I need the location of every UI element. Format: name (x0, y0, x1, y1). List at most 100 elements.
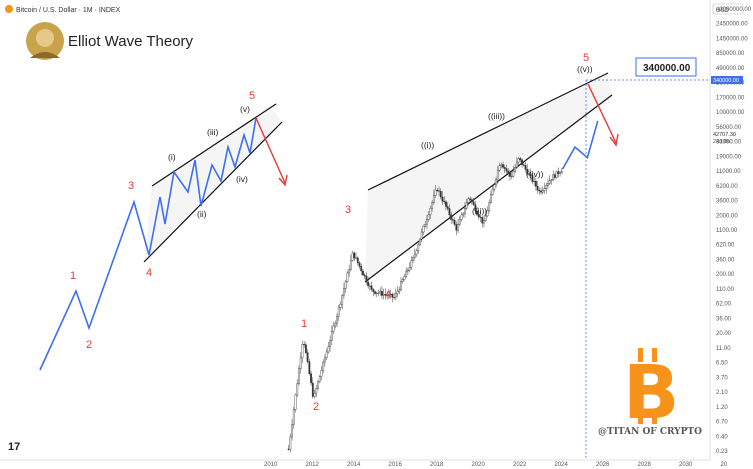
y-tick-label: 20.00 (716, 331, 732, 337)
x-tick-label: 2024 (555, 462, 569, 468)
y-tick-label: 42000000.00 (716, 7, 752, 13)
candle-body (465, 202, 468, 209)
candle-body (424, 223, 427, 227)
candle-body (458, 219, 461, 225)
symbol-line: Bitcoin / U.S. Dollar · 1M · INDEX (16, 7, 121, 14)
candle-body (334, 323, 337, 327)
y-tick-label: 100000.00 (716, 110, 745, 116)
candle-body (403, 276, 406, 280)
candle-body (303, 344, 306, 346)
candle-body (415, 250, 418, 255)
candle-body (486, 210, 489, 217)
main-wave-1-label: 1 (301, 318, 307, 330)
candle-body (533, 181, 536, 183)
y-tick-label: 1450000.00 (716, 36, 748, 42)
schematic-wave-1-label: 1 (70, 270, 76, 282)
candle-body (429, 207, 432, 216)
x-tick-label: 2016 (389, 462, 403, 468)
candle-body (299, 357, 302, 369)
candle-body (396, 291, 399, 294)
candle-body (528, 173, 530, 175)
y-tick-label: 11.00 (716, 346, 731, 352)
candle-body (391, 293, 394, 298)
y-tick-label: 6200.00 (716, 184, 738, 190)
candle-body (310, 373, 312, 384)
candle-body (455, 224, 458, 231)
currency-selector[interactable] (712, 3, 744, 15)
candle-body (502, 164, 504, 168)
time-axis: 2010 2012 2014 2016 2018 2020 2022 2024 2026 2028… (0, 459, 728, 468)
chart-title: Elliot Wave Theory (68, 33, 194, 50)
candle-body (431, 202, 434, 209)
candle-body (367, 281, 370, 287)
main-sub-ii-label: ((ii)) (472, 206, 487, 216)
candle-body (479, 216, 482, 218)
svg-text:B: B (623, 350, 679, 436)
candle-body (517, 158, 520, 163)
y-tick-label: 110.00 (716, 287, 735, 293)
candle-body (507, 170, 510, 173)
y-tick-label: 3600.00 (716, 199, 738, 205)
x-tick-label: 2010 (264, 462, 278, 468)
schematic-sub-iii-label: (iii) (207, 127, 218, 137)
candle-body (448, 208, 451, 216)
candle-body (306, 352, 309, 362)
schematic-channel-upper (151, 103, 277, 187)
candle-body (470, 199, 473, 202)
candle-body (472, 201, 475, 205)
candle-body (405, 270, 408, 277)
candle-body (509, 172, 511, 177)
main-channel-fill (365, 73, 612, 282)
candle-body (304, 344, 307, 353)
candle-body (464, 208, 466, 214)
candle-body (443, 200, 446, 203)
y-tick-label: 6.50 (716, 361, 728, 367)
candle-body (348, 269, 351, 274)
candle-body (521, 159, 523, 165)
candle-body (317, 381, 319, 389)
candle-body (529, 173, 532, 176)
candle-body (426, 219, 428, 225)
candle-body (547, 183, 549, 186)
candle-body (498, 165, 501, 171)
y-tick-labels: 42000000.00 2450000.00 1450000.00 850000.00… (716, 7, 752, 455)
candle-body (287, 448, 290, 450)
chart-header: Bitcoin / U.S. Dollar · 1M · INDEX Ellio… (5, 5, 194, 60)
candle-body (313, 392, 316, 397)
candle-body (460, 214, 463, 220)
x-tick-labels: 2010 2012 2014 2016 2018 2020 2022 2024 2026 2028… (264, 462, 728, 468)
candle-body (325, 351, 328, 359)
candle-body (524, 165, 527, 170)
candle-body (420, 231, 423, 240)
main-sub-iv-label: ((iv)) (526, 169, 544, 179)
candle-body (422, 225, 425, 233)
main-sub-iii-label: ((iii)) (488, 111, 505, 121)
x-tick-label: 2030 (679, 462, 693, 468)
schematic-wave-4-label: 4 (146, 267, 152, 279)
target-price-tag-text: 340000.00 (713, 78, 739, 84)
candle-body (438, 190, 440, 192)
candle-body (344, 281, 347, 289)
y-tick-label: 2000.00 (716, 213, 738, 219)
y-tick-label: 36.00 (716, 316, 732, 322)
candle-body (332, 325, 335, 332)
x-tick-label: 20 (721, 462, 728, 468)
candle-body (538, 189, 541, 192)
candle-body (427, 214, 430, 220)
candle-body (401, 279, 404, 282)
target-price-callout: 340000.00 340000.00 42707.30 24d 8h (635, 57, 743, 145)
x-tick-label: 2026 (596, 462, 610, 468)
candle-body (417, 244, 420, 251)
projected-wave-line (561, 120, 599, 170)
candle-body (292, 409, 295, 425)
candle-body (469, 198, 472, 200)
candle-body (450, 214, 453, 220)
x-tick-label: 2014 (347, 462, 361, 468)
current-price-tag: 42707.30 (713, 132, 736, 138)
candle-body (481, 217, 484, 224)
candle-body (510, 175, 513, 177)
candle-body (398, 289, 401, 292)
candle-body (534, 181, 537, 187)
candle-body (311, 382, 314, 397)
candle-body (298, 368, 300, 384)
